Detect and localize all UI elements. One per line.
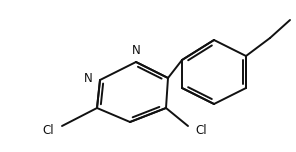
Text: N: N [132,45,140,57]
Text: N: N [84,73,92,85]
Text: Cl: Cl [42,124,54,138]
Text: Cl: Cl [195,124,207,138]
